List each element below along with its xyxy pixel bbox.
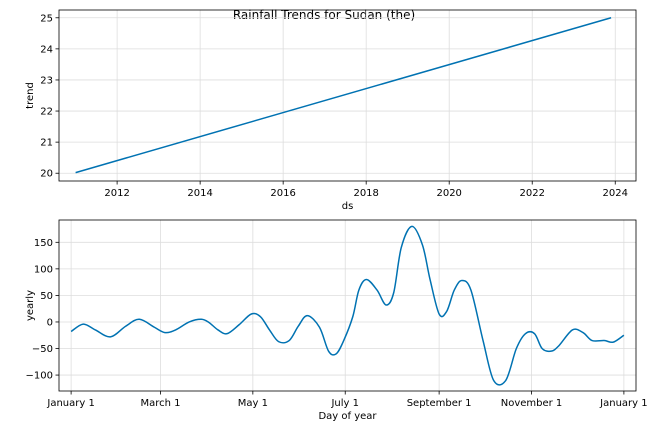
x-tick-label: 2014 xyxy=(187,188,212,199)
x-tick-label: 2022 xyxy=(519,188,544,199)
x-tick-label: 2012 xyxy=(104,188,129,199)
yearly-x-axis-label: Day of year xyxy=(318,411,377,422)
series-line xyxy=(70,225,625,386)
y-tick-label: 0 xyxy=(47,317,53,328)
trend-grid xyxy=(59,10,636,181)
y-tick-label: 25 xyxy=(40,13,53,24)
x-tick-label: 2020 xyxy=(436,188,461,199)
trend-series xyxy=(75,17,612,174)
chart-title: Rainfall Trends for Sudan (the) xyxy=(233,8,415,22)
y-tick-label: 100 xyxy=(34,264,53,275)
x-tick-label: March 1 xyxy=(140,398,180,409)
trend-y-axis-label: trend xyxy=(25,82,36,109)
y-tick-label: 150 xyxy=(34,238,53,249)
trend-x-ticks: 2012 2014 2016 2018 2020 2022 2024 xyxy=(104,181,628,199)
yearly-series xyxy=(70,225,625,386)
x-tick-label: May 1 xyxy=(238,398,268,409)
yearly-subplot: January 1 March 1 May 1 July 1 September 1 No… xyxy=(25,219,648,422)
trend-x-axis-label: ds xyxy=(342,201,354,212)
yearly-grid xyxy=(59,220,636,391)
x-tick-label: September 1 xyxy=(407,398,472,409)
x-tick-label: July 1 xyxy=(330,398,359,409)
x-tick-label: November 1 xyxy=(501,398,563,409)
x-tick-label: 2016 xyxy=(270,188,295,199)
y-tick-label: −100 xyxy=(26,371,53,382)
yearly-x-ticks: January 1 March 1 May 1 July 1 September 1 No… xyxy=(46,391,648,409)
y-tick-label: 23 xyxy=(40,75,53,86)
x-tick-label: January 1 xyxy=(599,398,647,409)
trend-y-ticks: 20 21 22 23 24 25 xyxy=(40,13,59,180)
x-tick-label: 2024 xyxy=(603,188,628,199)
y-tick-label: 22 xyxy=(40,107,53,118)
yearly-y-ticks: −100 −50 0 50 100 150 xyxy=(26,238,59,382)
y-tick-label: 50 xyxy=(40,291,53,302)
y-tick-label: 21 xyxy=(40,138,53,149)
yearly-axes-frame xyxy=(58,219,637,392)
y-tick-label: −50 xyxy=(32,344,53,355)
x-tick-label: January 1 xyxy=(46,398,94,409)
trend-subplot: 2012 2014 2016 2018 2020 2022 2024 20212223242… xyxy=(25,9,637,212)
y-tick-label: 20 xyxy=(40,169,53,180)
x-tick-label: 2018 xyxy=(353,188,378,199)
y-tick-label: 24 xyxy=(40,44,53,55)
yearly-y-axis-label: yearly xyxy=(25,290,36,321)
trend-axes-frame xyxy=(58,9,637,182)
series-line xyxy=(75,17,612,174)
